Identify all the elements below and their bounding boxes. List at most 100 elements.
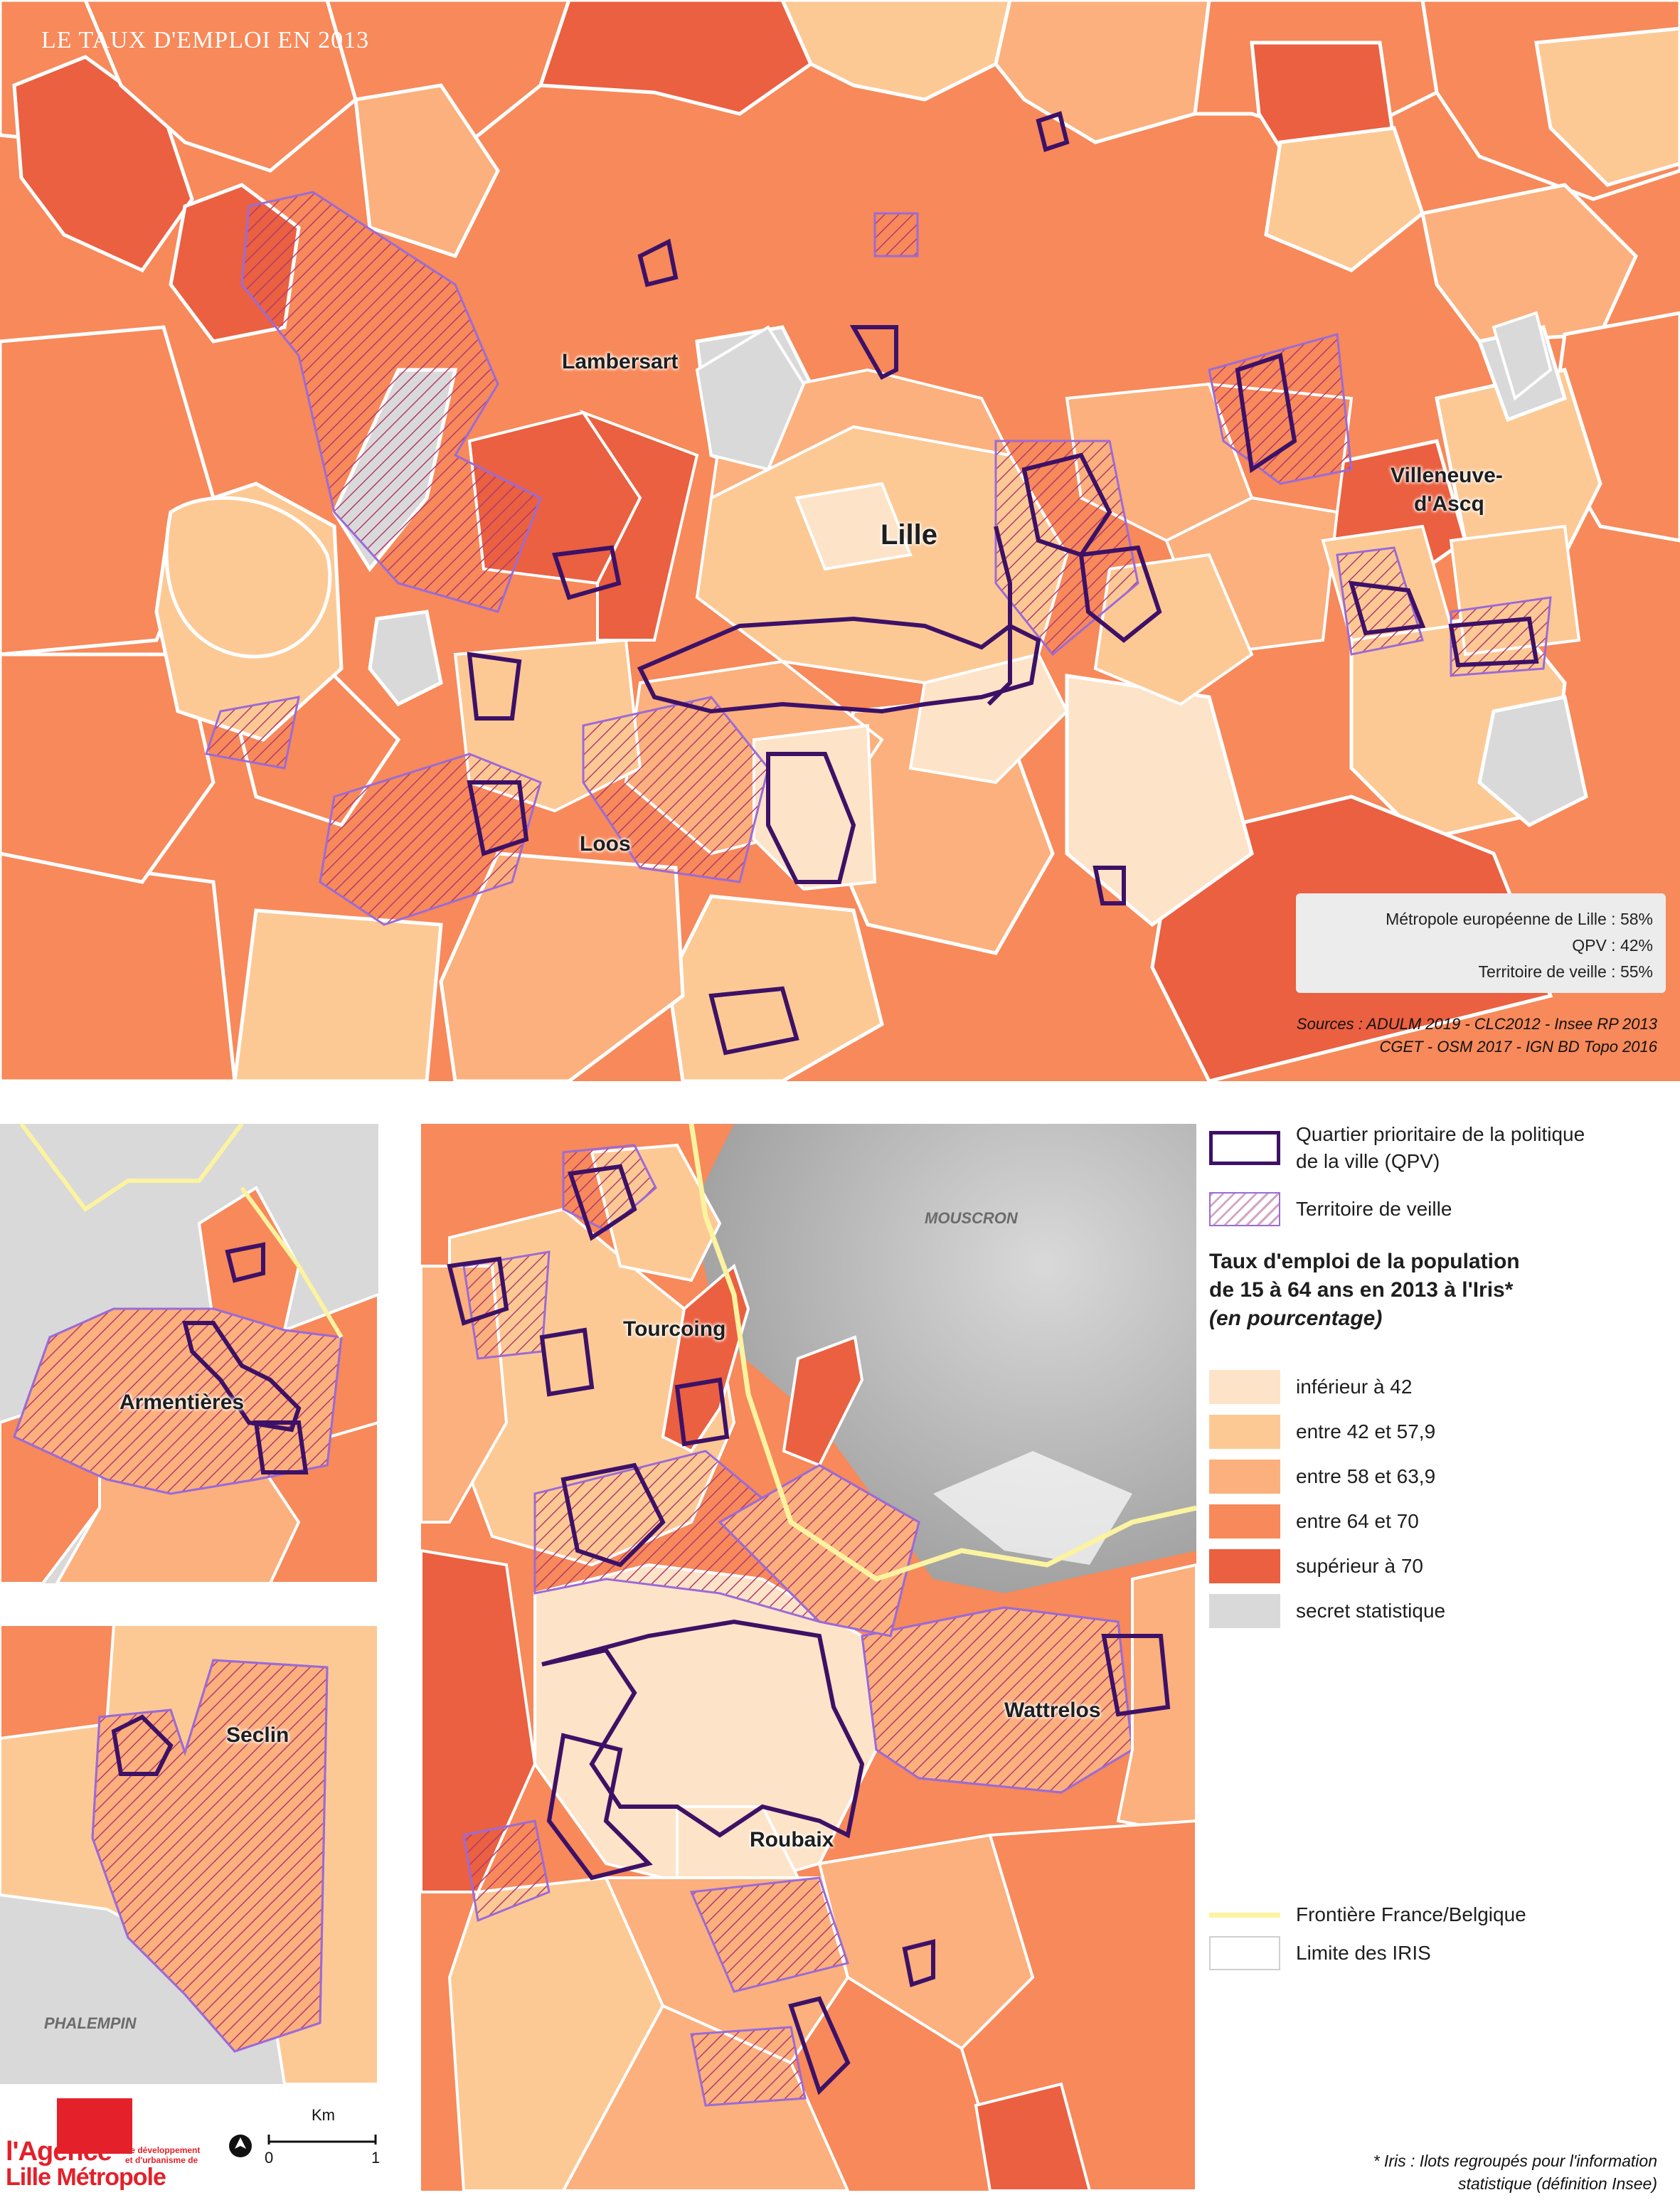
inset-seclin-canvas [0,1625,378,2084]
veille-area [462,1819,551,1923]
qpv-outline [539,1327,595,1397]
iris-area [83,0,358,173]
legend-class-label: inférieur à 42 [1296,1376,1413,1398]
north-arrow-pointer [235,2137,246,2149]
qpv-outline [849,325,898,380]
qpv-outline [447,1256,509,1326]
iris-footnote: * Iris : Ilots regroupés pour l'informat… [1209,2149,1657,2195]
legend-class-label: supérieur à 70 [1296,1555,1424,1577]
label-phalempin: PHALEMPIN [44,2014,137,2032]
qpv-outline [225,1242,265,1283]
label-villeneuve-line1: Villeneuve- [1391,464,1503,487]
legend-title-line3: (en pourcentage) [1209,1307,1383,1330]
legend-class: entre 42 et 57,9 [1209,1415,1435,1449]
legend-class-swatch [1209,1460,1280,1494]
qpv-outline [182,1321,302,1433]
legend-qpv: Quartier prioritaire de la politique de … [1209,1121,1585,1175]
iris-area [974,2082,1092,2191]
iris-area [782,1335,864,1467]
legend-class-swatch [1209,1594,1280,1628]
iris-area [1534,26,1680,187]
iris-area [1477,695,1588,827]
label-mouscron: MOUSCRON [925,1209,1018,1227]
border-line [689,1124,1196,1582]
qpv-outline [674,1377,730,1447]
legend-iris-swatch [1209,1936,1280,1970]
qpv-outline [902,1939,935,1987]
scale-end: 1 [371,2149,381,2167]
label-armentieres: Armentières [119,1391,245,1414]
legend-class: entre 64 et 70 [1209,1504,1419,1539]
legend-qpv-line2: de la ville (QPV) [1296,1150,1440,1172]
logo-red-block [57,2098,132,2154]
legend-border-swatch [1209,1912,1280,1918]
secret-area [695,325,806,472]
scale-canvas [229,2135,377,2157]
qpv-outline [560,1462,666,1568]
qpv-outline [568,1164,637,1241]
secret-area [353,83,500,259]
qpv-outline [1036,111,1070,152]
stat-qpv: QPV : 42% [1572,936,1653,955]
legend-title: Taux d'emploi de la population de 15 à 6… [1209,1248,1520,1333]
iris-area [1093,553,1254,706]
map-title: LE TAUX D'EMPLOI EN 2013 [41,27,370,53]
veille-area [690,2026,807,2107]
logo-tag2: et d'urbanisme de [125,2155,198,2165]
label-tourcoing: Tourcoing [623,1317,726,1341]
qpv-outline [1348,580,1426,636]
legend-iris: Limite des IRIS [1209,1936,1431,1970]
legend-veille-label: Territoire de veille [1296,1198,1452,1220]
sources-line2: CGET - OSM 2017 - IGN BD Topo 2016 [1379,1038,1657,1056]
footnote-line1: * Iris : Ilots regroupés pour l'informat… [1373,2152,1657,2170]
stat-veille: Territoire de veille : 55% [1478,962,1653,981]
iris-area [1264,126,1425,272]
veille-area [861,1606,1134,1794]
label-lambersart: Lambersart [562,350,679,373]
footnote-line2: statistique (définition Insee) [1458,2174,1657,2193]
label-seclin: Seclin [226,1723,289,1747]
scale-start: 0 [265,2149,274,2167]
qpv-outline [546,1733,653,1881]
qpv-outline [1021,452,1112,558]
summary-stats-box: Métropole européenne de Lille : 58% QPV … [1296,893,1666,993]
belgium-area [933,1451,1132,1565]
qpv-outline [987,526,1012,706]
iris-area [0,652,216,884]
legend-border: Frontière France/Belgique [1209,1903,1526,1926]
inset-armentieres [0,1124,378,1583]
stat-mel: Métropole européenne de Lille : 58% [1386,910,1653,928]
legend-class: inférieur à 42 [1209,1370,1412,1404]
legend-title-line2: de 15 à 64 ans en 2013 à l'Iris* [1209,1278,1514,1302]
qpv-outline [766,752,856,884]
logo-tag1: de développement [125,2145,201,2155]
legend-veille-swatch [1209,1192,1280,1226]
legend-class: entre 58 et 63,9 [1209,1460,1435,1494]
agence-logo: l'Agence de développement et d'urbanisme… [6,2093,212,2196]
veille-area [873,212,919,257]
veille-area [718,1464,920,1637]
qpv-outline [637,616,1041,714]
qpv-outline [1235,353,1297,474]
iris-area [233,908,443,1081]
legend-iris-label: Limite des IRIS [1296,1942,1431,1964]
qpv-outline [1448,616,1539,668]
scale-bar: Km 0 1 [228,2102,391,2173]
iris-area [538,0,814,116]
qpv-outline [1078,545,1162,643]
qpv-outline [637,238,679,287]
veille-area [582,696,770,883]
veille-area [533,1450,822,1624]
qpv-outline [708,986,799,1056]
scale-unit: Km [312,2106,335,2124]
legend-class: supérieur à 70 [1209,1549,1423,1583]
iris-area [661,1263,750,1453]
label-wattrelos: Wattrelos [1004,1699,1101,1722]
qpv-outline [1101,1634,1171,1717]
qpv-outline [467,652,522,721]
qpv-outline [788,1996,851,2095]
border-line [19,1124,344,1339]
veille-area [240,191,542,613]
legend-class-label: entre 42 et 57,9 [1296,1420,1436,1442]
iris-area [0,1625,116,1741]
